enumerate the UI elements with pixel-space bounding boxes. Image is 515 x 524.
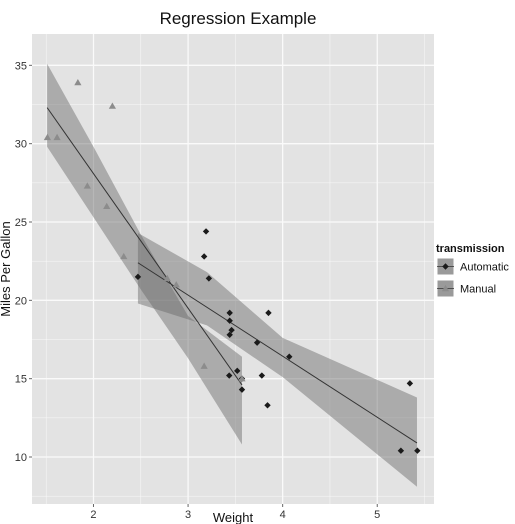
legend-label-automatic: Automatic [460, 262, 509, 274]
point-manual [74, 78, 82, 86]
legend-title: transmission [436, 243, 505, 255]
y-tick-label: 25 [15, 217, 27, 229]
point-automatic [200, 253, 208, 260]
fit-line-automatic [137, 262, 418, 444]
fit-line-manual [46, 107, 243, 386]
point-manual [120, 252, 128, 260]
y-axis-title: Miles Per Gallon [0, 221, 13, 316]
point-automatic [228, 326, 235, 334]
point-automatic [234, 367, 241, 375]
y-tick-label: 20 [15, 295, 27, 307]
plot-panel [32, 34, 434, 504]
point-automatic [414, 447, 421, 454]
point-automatic [226, 372, 233, 379]
band-automatic [137, 232, 417, 487]
point-manual [172, 281, 180, 288]
point-manual [103, 202, 111, 210]
x-tick-label: 3 [185, 509, 191, 521]
point-manual [200, 362, 208, 369]
point-automatic [205, 275, 213, 282]
legend-marker-automatic [442, 263, 449, 270]
point-automatic [258, 372, 266, 379]
point-automatic [253, 339, 261, 346]
y-axis-ticks: 10 15 20 25 30 35 [15, 60, 32, 464]
y-tick-label: 30 [15, 139, 27, 151]
y-tick-label: 15 [15, 374, 27, 386]
point-automatic [134, 273, 142, 281]
point-manual [162, 301, 170, 308]
chart-title: Regression Example [160, 9, 317, 28]
point-manual [163, 274, 171, 282]
legend-label-manual: Manual [460, 284, 496, 296]
y-tick-label: 10 [15, 452, 27, 464]
point-automatic [226, 317, 233, 324]
point-automatic [397, 447, 405, 454]
x-axis-ticks: 2 3 4 5 [90, 504, 380, 521]
point-automatic [226, 331, 233, 338]
point-automatic [406, 380, 414, 387]
point-manual [43, 133, 52, 141]
point-manual [108, 102, 116, 109]
x-tick-label: 5 [374, 509, 380, 521]
point-manual [53, 133, 61, 141]
point-automatic [238, 386, 246, 393]
confidence-bands [47, 63, 417, 487]
point-automatic [264, 402, 271, 409]
band-manual [47, 63, 242, 445]
point-manual [148, 281, 156, 288]
grid-lines [32, 34, 434, 504]
point-automatic [286, 353, 293, 360]
point-automatic [202, 228, 210, 235]
x-axis-title: Weight [213, 510, 254, 524]
legend-marker-manual [441, 284, 450, 292]
point-automatic [226, 309, 233, 317]
y-tick-label: 35 [15, 60, 27, 72]
point-manual [83, 182, 91, 189]
legend: transmission Automatic Manual [436, 243, 509, 298]
fit-lines [46, 107, 418, 444]
x-tick-label: 4 [280, 509, 286, 521]
data-points [43, 78, 421, 454]
point-manual [238, 375, 246, 382]
x-tick-label: 2 [90, 509, 96, 521]
point-automatic [265, 309, 272, 317]
